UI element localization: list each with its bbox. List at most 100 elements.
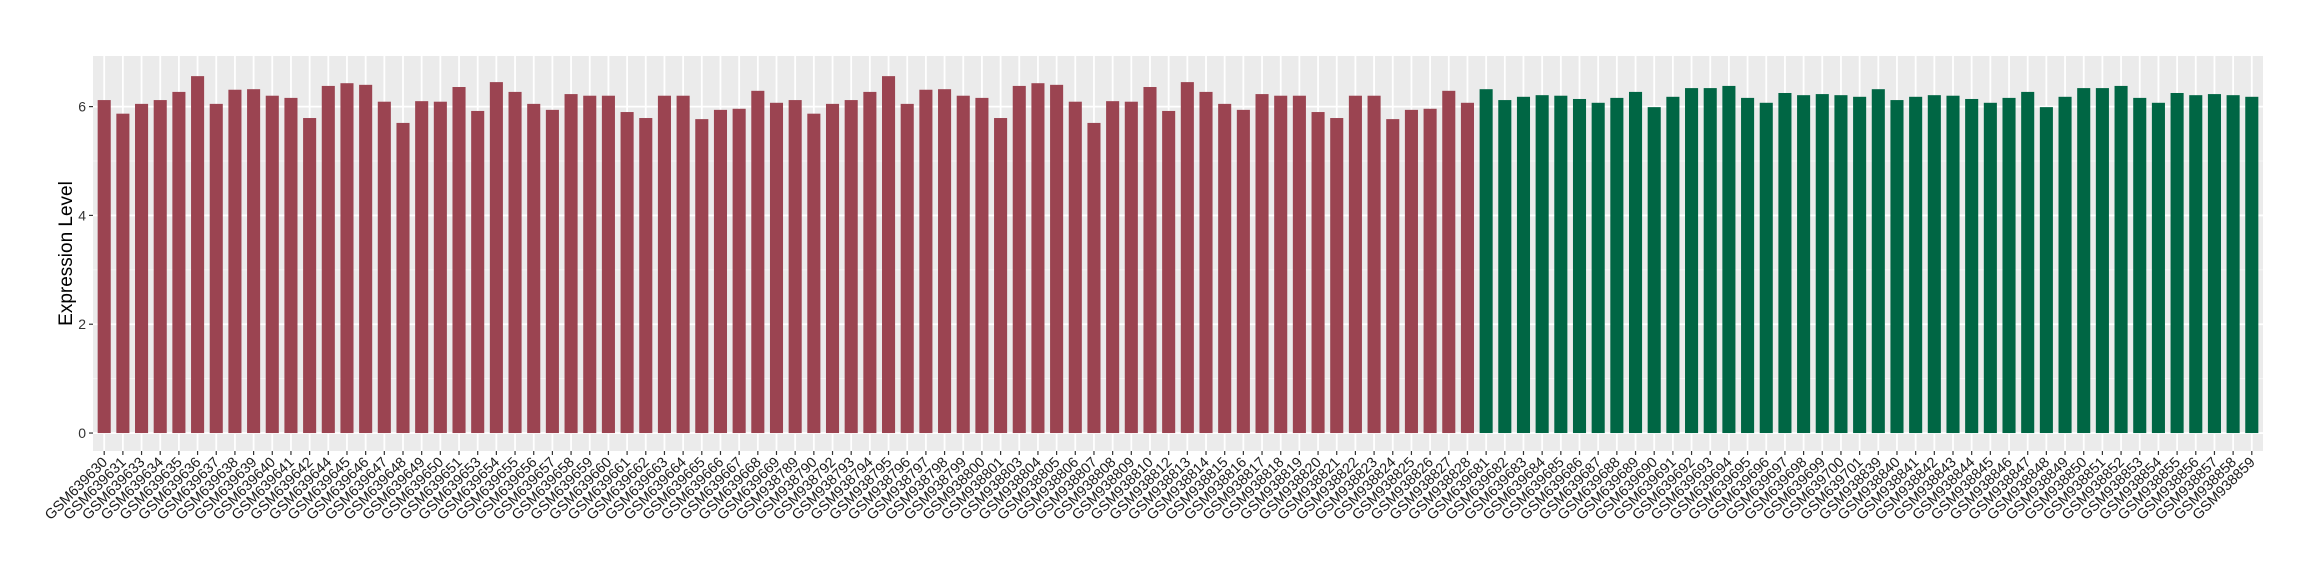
bar-GSM938812 — [1162, 110, 1176, 434]
bar-GSM639637 — [209, 103, 223, 434]
bar-GSM938807 — [1087, 122, 1101, 434]
bar-GSM938855 — [2170, 92, 2184, 434]
bar-GSM938810 — [1143, 87, 1157, 434]
bar-GSM938848 — [2039, 107, 2053, 434]
bar-GSM639631 — [116, 113, 130, 434]
bar-GSM938806 — [1068, 101, 1082, 434]
x-axis: GSM639630GSM639631GSM639633GSM639634GSM6… — [42, 451, 2259, 523]
bar-GSM938854 — [2151, 102, 2165, 434]
bar-GSM639669 — [769, 102, 784, 434]
bar-GSM938816 — [1236, 109, 1250, 434]
bar-GSM938790 — [807, 113, 821, 434]
bar-GSM938859 — [2245, 96, 2259, 434]
bar-GSM639638 — [228, 89, 242, 434]
y-tick-label: 4 — [78, 207, 86, 223]
bar-GSM938820 — [1311, 112, 1325, 434]
bar-GSM938818 — [1274, 95, 1288, 434]
bar-GSM639685 — [1554, 95, 1568, 434]
bar-GSM938805 — [1050, 84, 1064, 434]
bar-GSM938799 — [956, 95, 970, 434]
bar-GSM938822 — [1348, 95, 1362, 434]
bar-GSM938844 — [1965, 98, 1979, 434]
bar-GSM639666 — [713, 109, 728, 434]
bar-GSM938808 — [1106, 101, 1120, 434]
y-tick-label: 6 — [78, 99, 86, 115]
bar-GSM639658 — [564, 94, 578, 434]
bar-GSM639664 — [676, 95, 690, 434]
bar-GSM639639 — [247, 89, 261, 434]
bar-GSM938800 — [975, 97, 989, 434]
bar-GSM639646 — [359, 84, 373, 434]
bar-GSM938843 — [1946, 95, 1960, 434]
bar-GSM938826 — [1423, 108, 1437, 434]
bar-GSM639651 — [452, 87, 466, 434]
bar-GSM938792 — [825, 103, 840, 434]
bar-GSM639687 — [1591, 102, 1605, 434]
bar-GSM639645 — [340, 83, 354, 434]
bar-GSM639692 — [1685, 88, 1699, 434]
bar-GSM639649 — [415, 101, 429, 434]
bar-GSM639696 — [1759, 102, 1773, 434]
bar-GSM938795 — [882, 76, 896, 434]
bar-GSM938797 — [919, 89, 933, 434]
bar-GSM938814 — [1199, 91, 1213, 434]
bar-GSM639635 — [172, 91, 186, 434]
bar-GSM639660 — [601, 95, 615, 434]
bar-GSM639659 — [583, 95, 597, 434]
bar-GSM938824 — [1386, 119, 1400, 434]
bar-GSM938852 — [2114, 85, 2128, 434]
bar-GSM938804 — [1031, 83, 1045, 434]
bar-GSM938846 — [2002, 97, 2016, 434]
bar-GSM938794 — [863, 91, 877, 434]
bar-GSM639682 — [1498, 100, 1512, 434]
bar-GSM938796 — [900, 103, 914, 434]
bar-GSM938839 — [1871, 89, 1885, 434]
bar-GSM639686 — [1572, 98, 1587, 434]
bar-GSM639688 — [1610, 97, 1624, 434]
bar-GSM938847 — [2021, 91, 2035, 434]
bar-GSM639689 — [1628, 91, 1643, 434]
bar-GSM639683 — [1516, 96, 1531, 434]
bar-GSM639644 — [321, 85, 335, 434]
bar-GSM639694 — [1722, 85, 1736, 434]
bar-GSM639701 — [1853, 96, 1867, 434]
bar-GSM639650 — [433, 101, 447, 434]
bar-GSM639663 — [657, 95, 671, 434]
bar-GSM938851 — [2095, 88, 2109, 434]
bar-GSM639647 — [377, 101, 391, 434]
bar-GSM639662 — [639, 118, 653, 434]
bar-GSM938849 — [2058, 96, 2072, 434]
bar-GSM938801 — [994, 118, 1008, 434]
bar-GSM639648 — [396, 122, 410, 434]
bar-GSM639656 — [527, 103, 541, 434]
bar-GSM639668 — [751, 90, 765, 434]
bar-GSM639684 — [1535, 95, 1549, 434]
bar-GSM938803 — [1012, 85, 1026, 434]
bar-GSM639691 — [1666, 96, 1680, 434]
bar-GSM639690 — [1647, 107, 1661, 434]
bar-GSM639665 — [695, 119, 709, 434]
bar-GSM639667 — [732, 108, 746, 434]
y-axis: 0 2 4 6 — [78, 99, 93, 441]
bar-GSM639642 — [303, 118, 317, 434]
bar-GSM938827 — [1442, 90, 1456, 434]
bar-GSM938821 — [1330, 118, 1344, 434]
bar-GSM639698 — [1797, 95, 1811, 434]
bar-GSM639653 — [471, 110, 485, 434]
bar-GSM639657 — [545, 109, 559, 434]
bar-GSM639700 — [1834, 95, 1848, 434]
bar-GSM639697 — [1778, 92, 1792, 434]
bar-GSM639693 — [1703, 88, 1717, 434]
bar-GSM639641 — [284, 97, 298, 434]
bar-GSM938845 — [1983, 102, 1997, 434]
bar-GSM938858 — [2226, 95, 2240, 434]
bar-GSM938841 — [1909, 96, 1923, 434]
bar-GSM938819 — [1292, 95, 1306, 434]
bar-GSM938809 — [1124, 101, 1138, 434]
y-tick-label: 0 — [78, 425, 86, 441]
bar-GSM938857 — [2207, 94, 2221, 434]
bar-GSM639655 — [508, 91, 522, 434]
bar-GSM639695 — [1741, 97, 1755, 434]
bar-GSM639640 — [265, 95, 279, 434]
